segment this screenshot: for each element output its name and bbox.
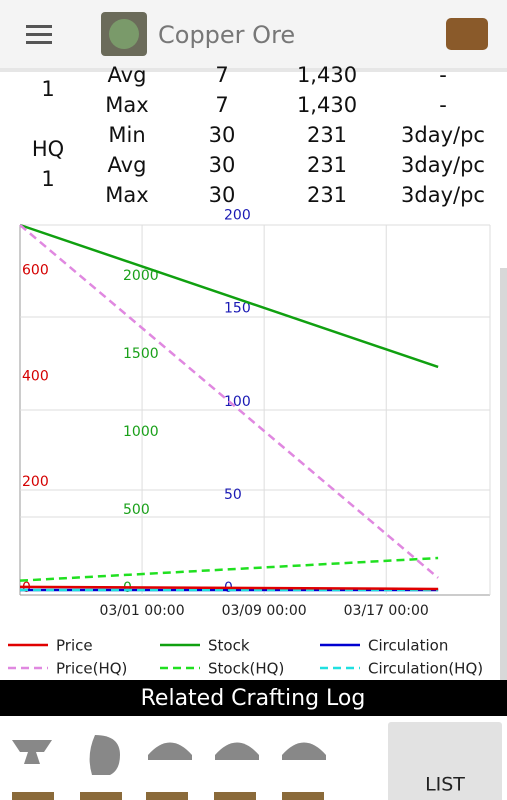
table-cell: 3day/pc [401, 123, 485, 147]
table-cell: 231 [307, 183, 347, 207]
legend-label: Price(HQ) [56, 660, 127, 678]
group-label: 1 [41, 77, 54, 101]
table-cell: Max [105, 183, 148, 207]
y-tick-label: 50 [224, 487, 242, 503]
table-cell: 7 [215, 63, 228, 87]
table-cell: 30 [209, 183, 236, 207]
item-icon[interactable] [282, 792, 324, 800]
table-cell: 30 [209, 123, 236, 147]
legend-label: Circulation(HQ) [368, 660, 483, 678]
item-icon[interactable] [12, 792, 54, 800]
y-tick-label: 600 [22, 263, 49, 279]
scrollbar [500, 268, 507, 680]
series-line [19, 224, 439, 579]
table-cell: 231 [307, 123, 347, 147]
helmet-icon[interactable] [89, 735, 120, 775]
anvil-icon[interactable] [12, 740, 52, 764]
y-tick-label: 200 [224, 208, 251, 224]
legend-label: Circulation [368, 637, 448, 655]
legend-label: Price [56, 637, 93, 655]
price-table: 1 HQ 1 Avg 7 1,430 - Max 7 1,430 - Min 30 231 3day/pc A… [32, 63, 485, 207]
group-label: HQ [32, 137, 64, 161]
x-tick-label: 03/01 00:00 [99, 603, 184, 619]
circlet-icon[interactable] [148, 742, 192, 761]
table-cell: Avg [108, 63, 147, 87]
y-tick-label: 400 [22, 368, 49, 384]
app-bar-shadow [0, 68, 507, 72]
series-line [19, 556, 439, 582]
section-title: Related Crafting Log [141, 686, 366, 711]
table-cell: - [439, 93, 447, 117]
legend-label: Stock [208, 637, 250, 655]
table-cell: 3day/pc [401, 183, 485, 207]
table-cell: 1,430 [297, 93, 357, 117]
table-cell: - [439, 63, 447, 87]
chart: 03/01 00:00 03/09 00:00 03/17 00:000200400… [19, 208, 491, 619]
y-tick-label: 1500 [123, 346, 159, 362]
legend-label: Stock(HQ) [208, 660, 284, 678]
series-line [19, 585, 439, 591]
y-tick-label: 1000 [123, 424, 159, 440]
book-button[interactable] [446, 18, 488, 50]
y-tick-label: 2000 [123, 268, 159, 284]
item-icon-ore [109, 19, 139, 49]
item-title: Copper Ore [158, 21, 295, 49]
y-tick-label: 100 [224, 394, 251, 410]
item-icon[interactable] [214, 792, 256, 800]
x-tick-label: 03/17 00:00 [344, 603, 429, 619]
circlet-icon[interactable] [282, 742, 326, 761]
table-cell: 30 [209, 153, 236, 177]
table-cell: Max [105, 93, 148, 117]
table-cell: Min [108, 123, 145, 147]
table-cell: Avg [108, 153, 147, 177]
craft-icons[interactable] [12, 735, 326, 800]
y-tick-label: 150 [224, 301, 251, 317]
series-line [19, 223, 439, 369]
list-button-label: LIST [425, 774, 465, 796]
table-cell: 7 [215, 93, 228, 117]
table-cell: 3day/pc [401, 153, 485, 177]
section-header [0, 680, 507, 716]
item-icon[interactable] [146, 792, 188, 800]
group-label: 1 [41, 167, 54, 191]
menu-button[interactable] [26, 25, 52, 44]
y-tick-label: 500 [123, 502, 150, 518]
item-icon[interactable] [80, 792, 122, 800]
app-bar [0, 0, 507, 68]
table-cell: 1,430 [297, 63, 357, 87]
table-cell: 231 [307, 153, 347, 177]
x-tick-label: 03/09 00:00 [222, 603, 307, 619]
y-tick-label: 200 [22, 474, 49, 490]
circlet-icon[interactable] [215, 742, 259, 761]
list-button[interactable] [388, 722, 502, 800]
